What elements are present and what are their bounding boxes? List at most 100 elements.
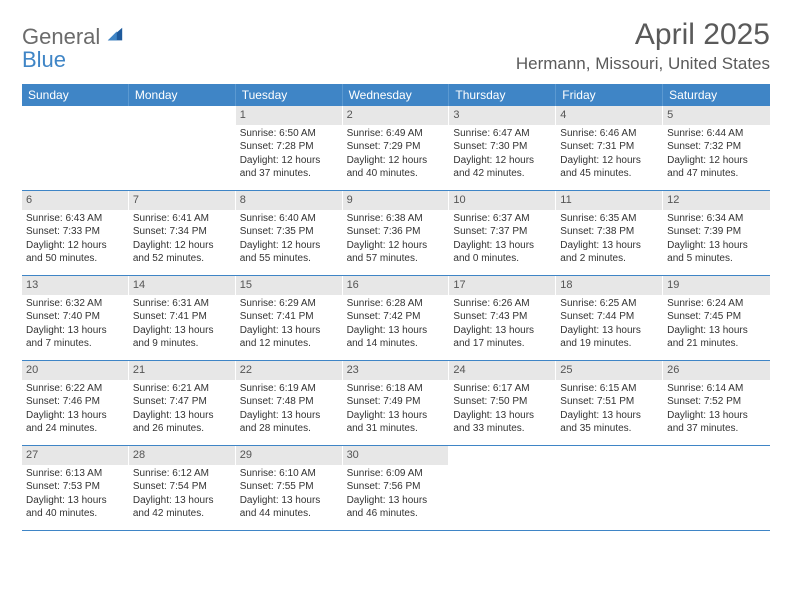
day-body: Sunrise: 6:43 AMSunset: 7:33 PMDaylight:… [22, 210, 128, 270]
sunrise-text: Sunrise: 6:09 AM [347, 467, 445, 481]
sunset-text: Sunset: 7:43 PM [453, 310, 551, 324]
day-body: Sunrise: 6:47 AMSunset: 7:30 PMDaylight:… [449, 125, 555, 185]
day-number: 3 [449, 106, 555, 125]
day2-text: and 14 minutes. [347, 337, 445, 351]
weekday-header-row: SundayMondayTuesdayWednesdayThursdayFrid… [22, 84, 770, 106]
sunrise-text: Sunrise: 6:35 AM [560, 212, 658, 226]
day1-text: Daylight: 13 hours [453, 324, 551, 338]
day1-text: Daylight: 13 hours [560, 409, 658, 423]
day-body: Sunrise: 6:35 AMSunset: 7:38 PMDaylight:… [556, 210, 662, 270]
day2-text: and 5 minutes. [667, 252, 766, 266]
sunset-text: Sunset: 7:44 PM [560, 310, 658, 324]
calendar: SundayMondayTuesdayWednesdayThursdayFrid… [22, 84, 770, 531]
day-number: 17 [449, 276, 555, 295]
sunrise-text: Sunrise: 6:41 AM [133, 212, 231, 226]
sunrise-text: Sunrise: 6:14 AM [667, 382, 766, 396]
sunrise-text: Sunrise: 6:21 AM [133, 382, 231, 396]
day-body: Sunrise: 6:25 AMSunset: 7:44 PMDaylight:… [556, 295, 662, 355]
sunset-text: Sunset: 7:34 PM [133, 225, 231, 239]
day-cell-24: 24Sunrise: 6:17 AMSunset: 7:50 PMDayligh… [449, 361, 556, 445]
day1-text: Daylight: 13 hours [133, 494, 231, 508]
day-cell-14: 14Sunrise: 6:31 AMSunset: 7:41 PMDayligh… [129, 276, 236, 360]
day-number: 16 [343, 276, 449, 295]
location: Hermann, Missouri, United States [516, 54, 770, 74]
day-cell-empty: .. [556, 446, 663, 530]
day1-text: Daylight: 13 hours [240, 324, 338, 338]
day-number: 10 [449, 191, 555, 210]
day-body: Sunrise: 6:46 AMSunset: 7:31 PMDaylight:… [556, 125, 662, 185]
day-cell-1: 1Sunrise: 6:50 AMSunset: 7:28 PMDaylight… [236, 106, 343, 190]
day-number: 7 [129, 191, 235, 210]
day-number: 11 [556, 191, 662, 210]
day-body: Sunrise: 6:32 AMSunset: 7:40 PMDaylight:… [22, 295, 128, 355]
day2-text: and 24 minutes. [26, 422, 124, 436]
day-body: Sunrise: 6:38 AMSunset: 7:36 PMDaylight:… [343, 210, 449, 270]
day-cell-3: 3Sunrise: 6:47 AMSunset: 7:30 PMDaylight… [449, 106, 556, 190]
day-body: Sunrise: 6:49 AMSunset: 7:29 PMDaylight:… [343, 125, 449, 185]
day-body: Sunrise: 6:26 AMSunset: 7:43 PMDaylight:… [449, 295, 555, 355]
day-body: Sunrise: 6:50 AMSunset: 7:28 PMDaylight:… [236, 125, 342, 185]
day-body: Sunrise: 6:34 AMSunset: 7:39 PMDaylight:… [663, 210, 770, 270]
sunset-text: Sunset: 7:49 PM [347, 395, 445, 409]
day1-text: Daylight: 12 hours [133, 239, 231, 253]
day-cell-empty: .. [22, 106, 129, 190]
day-cell-18: 18Sunrise: 6:25 AMSunset: 7:44 PMDayligh… [556, 276, 663, 360]
day-body: Sunrise: 6:21 AMSunset: 7:47 PMDaylight:… [129, 380, 235, 440]
sunset-text: Sunset: 7:37 PM [453, 225, 551, 239]
sunrise-text: Sunrise: 6:15 AM [560, 382, 658, 396]
day-body: Sunrise: 6:13 AMSunset: 7:53 PMDaylight:… [22, 465, 128, 525]
day-number: 4 [556, 106, 662, 125]
sunset-text: Sunset: 7:53 PM [26, 480, 124, 494]
sunrise-text: Sunrise: 6:37 AM [453, 212, 551, 226]
weekday-sunday: Sunday [22, 84, 129, 106]
sunrise-text: Sunrise: 6:25 AM [560, 297, 658, 311]
day-number: 22 [236, 361, 342, 380]
sunset-text: Sunset: 7:29 PM [347, 140, 445, 154]
sunrise-text: Sunrise: 6:38 AM [347, 212, 445, 226]
sunset-text: Sunset: 7:51 PM [560, 395, 658, 409]
sunset-text: Sunset: 7:40 PM [26, 310, 124, 324]
sunset-text: Sunset: 7:54 PM [133, 480, 231, 494]
sunset-text: Sunset: 7:35 PM [240, 225, 338, 239]
day-cell-12: 12Sunrise: 6:34 AMSunset: 7:39 PMDayligh… [663, 191, 770, 275]
day-body: Sunrise: 6:19 AMSunset: 7:48 PMDaylight:… [236, 380, 342, 440]
day2-text: and 12 minutes. [240, 337, 338, 351]
sunrise-text: Sunrise: 6:50 AM [240, 127, 338, 141]
sail-icon [106, 26, 124, 44]
weeks-container: ....1Sunrise: 6:50 AMSunset: 7:28 PMDayl… [22, 106, 770, 531]
day-number: 21 [129, 361, 235, 380]
day1-text: Daylight: 13 hours [453, 409, 551, 423]
sunset-text: Sunset: 7:52 PM [667, 395, 766, 409]
day-body: Sunrise: 6:10 AMSunset: 7:55 PMDaylight:… [236, 465, 342, 525]
day-body: Sunrise: 6:41 AMSunset: 7:34 PMDaylight:… [129, 210, 235, 270]
day2-text: and 35 minutes. [560, 422, 658, 436]
day1-text: Daylight: 13 hours [453, 239, 551, 253]
sunrise-text: Sunrise: 6:24 AM [667, 297, 766, 311]
title-block: April 2025 Hermann, Missouri, United Sta… [516, 18, 770, 74]
week-row: 20Sunrise: 6:22 AMSunset: 7:46 PMDayligh… [22, 361, 770, 446]
sunset-text: Sunset: 7:41 PM [240, 310, 338, 324]
day-body: Sunrise: 6:22 AMSunset: 7:46 PMDaylight:… [22, 380, 128, 440]
day-cell-19: 19Sunrise: 6:24 AMSunset: 7:45 PMDayligh… [663, 276, 770, 360]
day-number: 27 [22, 446, 128, 465]
day-number: 8 [236, 191, 342, 210]
day2-text: and 28 minutes. [240, 422, 338, 436]
day-cell-6: 6Sunrise: 6:43 AMSunset: 7:33 PMDaylight… [22, 191, 129, 275]
day1-text: Daylight: 13 hours [347, 324, 445, 338]
sunrise-text: Sunrise: 6:34 AM [667, 212, 766, 226]
day1-text: Daylight: 13 hours [667, 409, 766, 423]
day2-text: and 33 minutes. [453, 422, 551, 436]
day-body: Sunrise: 6:15 AMSunset: 7:51 PMDaylight:… [556, 380, 662, 440]
sunrise-text: Sunrise: 6:29 AM [240, 297, 338, 311]
day1-text: Daylight: 12 hours [26, 239, 124, 253]
day2-text: and 46 minutes. [347, 507, 445, 521]
sunset-text: Sunset: 7:28 PM [240, 140, 338, 154]
sunrise-text: Sunrise: 6:47 AM [453, 127, 551, 141]
day-number: 1 [236, 106, 342, 125]
sunrise-text: Sunrise: 6:12 AM [133, 467, 231, 481]
logo-word2: Blue [22, 47, 66, 72]
sunrise-text: Sunrise: 6:43 AM [26, 212, 124, 226]
sunrise-text: Sunrise: 6:32 AM [26, 297, 124, 311]
day1-text: Daylight: 13 hours [26, 324, 124, 338]
sunrise-text: Sunrise: 6:44 AM [667, 127, 766, 141]
